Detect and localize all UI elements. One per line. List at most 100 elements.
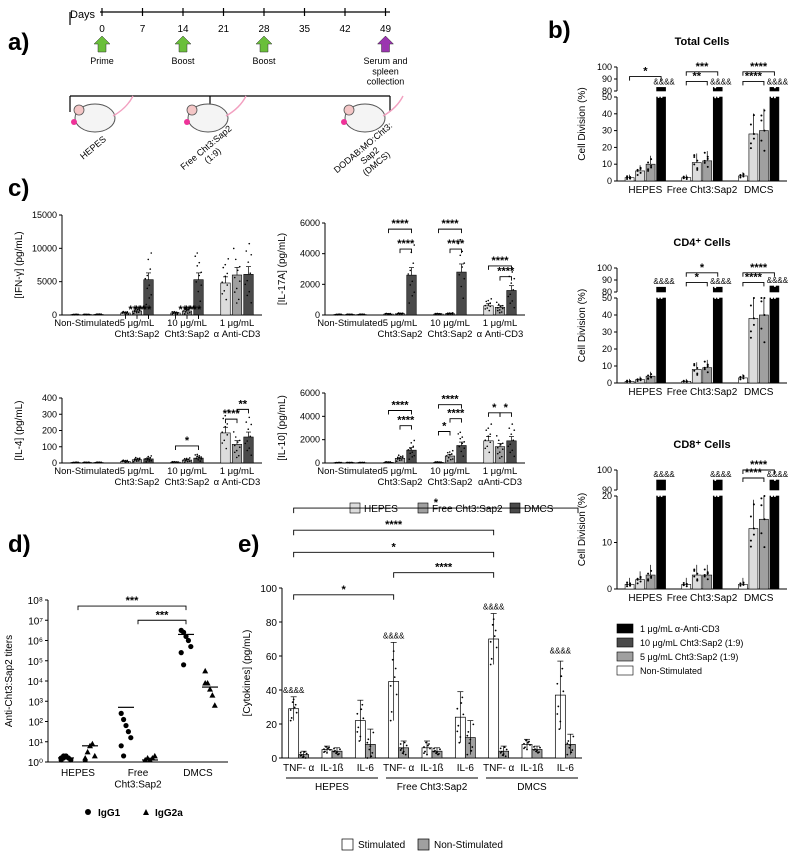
data-point bbox=[489, 302, 492, 304]
data-point bbox=[171, 311, 174, 313]
mouse-ear bbox=[343, 104, 355, 116]
y-tick-label: 10⁶ bbox=[28, 637, 43, 648]
data-point bbox=[451, 313, 454, 316]
data-point bbox=[706, 571, 709, 574]
x-tick-label: HEPES bbox=[61, 768, 95, 779]
legend-label: DMCS bbox=[524, 504, 554, 515]
data-point bbox=[74, 461, 77, 464]
data-point bbox=[773, 86, 776, 89]
data-point bbox=[462, 713, 465, 716]
data-point bbox=[233, 276, 236, 279]
data-point bbox=[749, 123, 752, 126]
data-point bbox=[398, 459, 401, 462]
data-point bbox=[495, 301, 498, 304]
data-point bbox=[248, 447, 251, 449]
significance-label: **** bbox=[128, 304, 146, 316]
data-point bbox=[238, 446, 241, 449]
data-point bbox=[183, 308, 186, 310]
data-point bbox=[462, 297, 465, 300]
data-point bbox=[363, 313, 366, 316]
data-point bbox=[188, 311, 191, 314]
y-tick-label: 0 bbox=[607, 584, 612, 594]
data-point bbox=[511, 271, 514, 273]
y-tick-label: 4000 bbox=[300, 249, 320, 259]
y-axis-label: [IL-4] (pg/mL) bbox=[14, 400, 25, 460]
data-point bbox=[749, 304, 752, 307]
data-point bbox=[429, 747, 431, 750]
bar bbox=[769, 285, 780, 293]
data-point bbox=[449, 458, 452, 461]
y-tick-label: 15000 bbox=[32, 210, 57, 220]
significance-label: * bbox=[185, 435, 190, 447]
data-point bbox=[760, 327, 763, 330]
data-point bbox=[501, 304, 504, 307]
data-point bbox=[404, 753, 407, 756]
data-point bbox=[496, 307, 499, 309]
data-point bbox=[717, 96, 720, 98]
legend-swatch bbox=[616, 623, 634, 634]
data-point bbox=[639, 576, 642, 579]
data-point bbox=[407, 273, 410, 275]
x-tick-label: 5 μg/mL Cht3:Sap2 bbox=[115, 466, 160, 488]
data-point bbox=[500, 750, 503, 753]
significance-bracket bbox=[438, 431, 451, 436]
data-point bbox=[121, 460, 124, 462]
data-point bbox=[493, 635, 496, 638]
data-point bbox=[639, 171, 642, 174]
data-point bbox=[533, 745, 535, 748]
data-point-igg1 bbox=[178, 650, 184, 656]
data-point-igg2a bbox=[89, 740, 96, 747]
data-point bbox=[71, 461, 74, 464]
x-tick-label: Free Cht3:Sap2 bbox=[667, 593, 738, 604]
data-point bbox=[685, 585, 688, 588]
data-point bbox=[693, 163, 696, 166]
data-point bbox=[714, 297, 717, 299]
significance-label: *** bbox=[156, 609, 170, 621]
data-point bbox=[144, 277, 147, 280]
data-point bbox=[752, 503, 755, 506]
data-point bbox=[359, 735, 362, 738]
data-point bbox=[647, 377, 650, 380]
bar bbox=[656, 286, 666, 293]
significance-label: * bbox=[700, 262, 705, 274]
data-point bbox=[763, 314, 766, 316]
data-point bbox=[706, 371, 709, 374]
data-point bbox=[490, 423, 493, 425]
data-point bbox=[556, 713, 559, 715]
data-point bbox=[682, 177, 685, 180]
significance-bracket bbox=[77, 605, 187, 611]
chart-c2: 0 2000 4000 6000 [IL-17A] (pg/mL) Non-Stimula… bbox=[277, 218, 525, 340]
data-point bbox=[626, 379, 629, 382]
data-point bbox=[398, 313, 401, 315]
data-point bbox=[427, 744, 429, 747]
data-point bbox=[196, 265, 199, 267]
bar bbox=[243, 436, 254, 464]
data-point-igg1 bbox=[181, 662, 187, 668]
x-tick-label: HEPES bbox=[628, 185, 662, 196]
significance-label: **** bbox=[447, 408, 465, 420]
data-point bbox=[396, 312, 399, 315]
timeline-panel: Days 0 7 14 21 28 35 42 49 Prime Boost Boost Serum … bbox=[69, 8, 408, 178]
data-point bbox=[234, 436, 237, 438]
significance-bracket bbox=[225, 418, 238, 424]
data-point bbox=[411, 451, 414, 453]
data-point bbox=[245, 421, 248, 423]
mouse-nose bbox=[184, 119, 190, 125]
y-tick-label: 10⁸ bbox=[28, 596, 43, 607]
data-point bbox=[362, 717, 365, 720]
data-point bbox=[146, 274, 149, 277]
data-point bbox=[470, 749, 473, 752]
data-point bbox=[384, 313, 387, 315]
data-point bbox=[685, 176, 688, 179]
y-tick-label: 400 bbox=[42, 393, 57, 403]
x-tick-label: 5 μg/mL Cht3:Sap2 bbox=[378, 318, 423, 340]
data-point bbox=[149, 456, 152, 459]
data-point bbox=[501, 448, 504, 450]
data-point bbox=[333, 747, 335, 750]
data-point bbox=[696, 168, 699, 171]
data-point bbox=[246, 440, 249, 442]
data-point bbox=[200, 458, 203, 460]
legend-label: 5 μg/mL Cht3:Sap2 (1:9) bbox=[640, 652, 738, 662]
data-point bbox=[133, 309, 136, 311]
group-label: DMCS bbox=[517, 782, 547, 793]
